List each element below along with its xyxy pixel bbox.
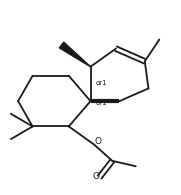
Text: O: O	[95, 137, 102, 146]
Text: O: O	[92, 172, 99, 181]
Text: or1: or1	[96, 80, 108, 86]
Text: or1: or1	[96, 100, 108, 106]
Polygon shape	[59, 42, 90, 67]
